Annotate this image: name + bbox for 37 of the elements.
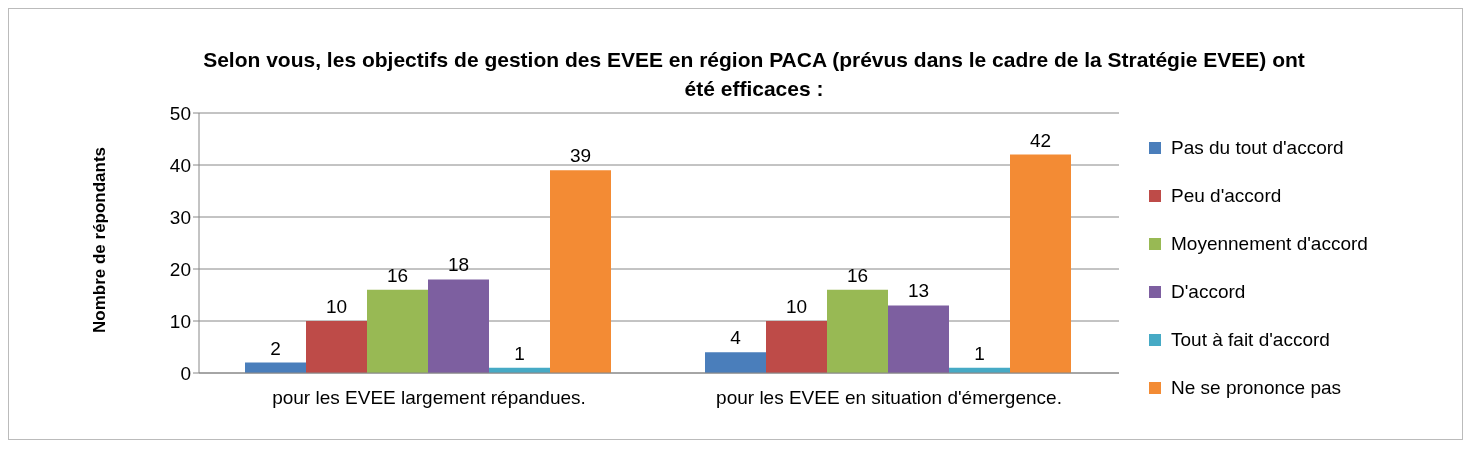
y-tick-label: 0 <box>180 362 191 384</box>
bar <box>306 321 367 373</box>
data-label: 10 <box>325 296 348 317</box>
legend-label: Peu d'accord <box>1171 185 1282 207</box>
data-label: 13 <box>907 280 930 302</box>
bar <box>428 279 489 373</box>
data-label: 1 <box>514 342 525 364</box>
y-tick-label: 20 <box>169 258 191 280</box>
legend-label: Pas du tout d'accord <box>1171 137 1344 159</box>
legend-label: Ne se prononce pas <box>1171 377 1342 399</box>
y-tick-label: 10 <box>169 310 191 332</box>
legend-label: Tout à fait d'accord <box>1171 329 1330 351</box>
bar <box>550 170 611 373</box>
y-tick-label: 50 <box>169 102 191 124</box>
data-label: 2 <box>270 337 281 359</box>
legend-label: Moyennement d'accord <box>1171 233 1368 255</box>
y-axis-title: Nombre de répondants <box>90 146 110 333</box>
bar <box>888 305 949 373</box>
y-tick-label: 40 <box>169 154 191 176</box>
data-label: 10 <box>785 296 808 317</box>
bar <box>705 352 766 373</box>
data-label: 39 <box>569 145 592 167</box>
data-label: 18 <box>447 254 470 276</box>
legend-label: D'accord <box>1171 281 1246 303</box>
chart-title: Selon vous, les objectifs de gestion des EVEE en région PACA (prévus dans le cadre de la Stratégie EVEE) ont été efficaces : <box>202 47 1306 102</box>
bar <box>1010 154 1071 373</box>
y-tick-label: 30 <box>169 206 191 228</box>
data-label: 4 <box>730 327 742 349</box>
data-label: 1 <box>974 342 985 364</box>
data-label: 16 <box>846 264 869 286</box>
x-tick-label: pour les EVEE en situation d'émergence. <box>716 387 1062 409</box>
bar <box>827 289 888 373</box>
data-label: 16 <box>386 264 409 286</box>
bar <box>766 321 827 373</box>
x-tick-label: pour les EVEE largement répandues. <box>272 387 586 409</box>
bar <box>367 289 428 373</box>
data-label: 42 <box>1029 129 1052 151</box>
